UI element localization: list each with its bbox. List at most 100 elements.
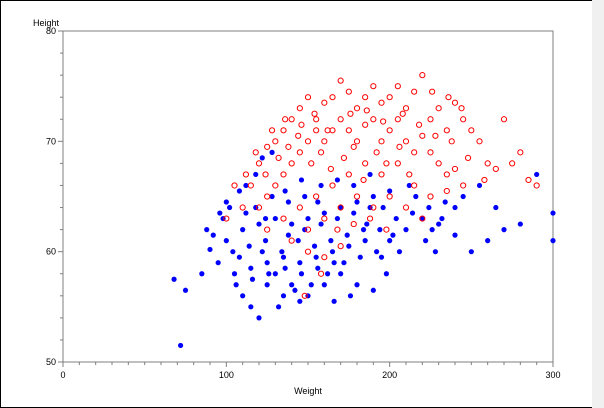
data-point xyxy=(378,254,385,260)
data-point xyxy=(268,127,276,134)
data-point xyxy=(199,271,205,277)
data-point xyxy=(378,171,385,178)
data-point xyxy=(242,171,250,178)
data-point xyxy=(280,171,287,178)
data-point xyxy=(493,204,499,211)
data-point xyxy=(370,204,377,211)
data-point xyxy=(460,182,467,189)
data-point xyxy=(230,249,236,255)
data-point xyxy=(337,77,344,84)
data-point xyxy=(451,165,459,173)
data-point xyxy=(248,304,254,310)
data-point xyxy=(321,138,328,145)
data-point xyxy=(178,342,184,349)
data-point xyxy=(364,221,370,227)
data-point xyxy=(249,276,256,282)
data-point xyxy=(253,171,259,178)
data-point xyxy=(285,232,291,238)
data-point xyxy=(223,238,229,244)
data-point xyxy=(272,215,278,222)
data-point xyxy=(485,238,491,244)
data-point xyxy=(289,282,295,288)
data-point xyxy=(308,282,314,288)
data-point xyxy=(373,149,380,156)
data-point xyxy=(255,204,263,211)
y-axis-label: Height xyxy=(33,18,60,28)
data-point xyxy=(419,132,426,139)
data-point xyxy=(390,232,396,238)
x-tick-label: 200 xyxy=(382,370,397,380)
data-point xyxy=(296,105,303,112)
data-point xyxy=(252,149,259,156)
data-point xyxy=(448,138,455,145)
data-point xyxy=(311,243,318,249)
data-point xyxy=(399,110,406,117)
data-point xyxy=(374,249,380,255)
data-point xyxy=(347,293,354,299)
data-point xyxy=(321,254,328,261)
data-point xyxy=(285,143,292,150)
data-point xyxy=(345,88,352,95)
data-point xyxy=(264,226,271,233)
plot-area xyxy=(62,30,554,363)
data-point xyxy=(337,243,344,250)
data-point xyxy=(318,182,324,189)
data-point xyxy=(240,293,246,299)
data-point xyxy=(227,204,233,211)
data-point xyxy=(264,143,271,150)
data-point xyxy=(402,204,410,211)
data-point xyxy=(296,204,303,211)
data-point xyxy=(313,254,319,260)
data-point xyxy=(264,260,270,266)
data-point xyxy=(239,204,246,211)
data-point xyxy=(354,282,360,288)
data-point xyxy=(247,182,254,189)
data-point xyxy=(280,215,287,222)
data-point xyxy=(338,204,344,211)
data-point xyxy=(321,99,328,106)
data-point xyxy=(321,210,327,216)
data-point xyxy=(427,149,434,156)
data-point xyxy=(266,271,272,277)
data-point xyxy=(360,176,367,184)
data-point xyxy=(264,193,271,200)
data-point xyxy=(329,182,336,189)
data-point xyxy=(345,127,352,134)
data-point xyxy=(436,221,442,227)
data-point xyxy=(231,182,238,189)
data-point xyxy=(243,182,249,189)
data-point xyxy=(402,105,410,112)
data-point xyxy=(248,265,254,271)
data-point xyxy=(275,154,282,161)
data-point xyxy=(443,171,450,178)
data-point xyxy=(207,246,213,253)
data-point xyxy=(426,204,432,211)
data-point xyxy=(334,215,340,222)
data-point xyxy=(443,187,450,195)
data-point xyxy=(468,127,475,134)
data-point xyxy=(297,260,303,266)
data-point xyxy=(351,210,357,216)
data-point xyxy=(298,177,305,183)
data-point xyxy=(215,260,221,266)
data-point xyxy=(452,232,458,238)
data-point xyxy=(533,182,540,189)
data-point xyxy=(370,193,376,200)
data-point xyxy=(282,188,288,194)
data-point xyxy=(383,226,390,233)
data-point xyxy=(338,271,344,277)
data-point xyxy=(383,160,390,167)
data-point xyxy=(386,127,393,134)
data-point xyxy=(344,232,350,238)
data-point xyxy=(318,221,324,227)
data-point xyxy=(435,105,442,112)
data-point xyxy=(243,210,249,216)
data-point xyxy=(315,265,321,271)
data-point xyxy=(331,298,337,304)
data-point xyxy=(301,292,308,299)
data-point xyxy=(269,149,275,155)
data-point xyxy=(223,199,229,205)
data-point xyxy=(282,116,289,123)
data-point xyxy=(240,227,246,233)
